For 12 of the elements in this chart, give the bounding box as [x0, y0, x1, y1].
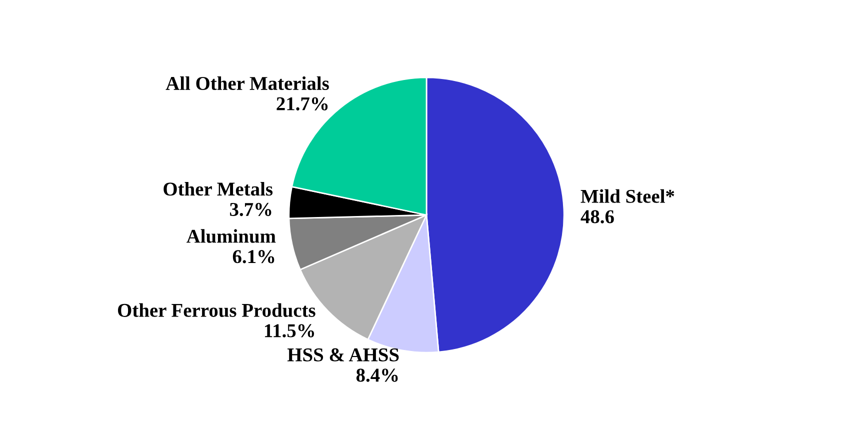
data-label: 3.7% [230, 202, 272, 216]
slice-label: Mild Steel* [580, 189, 674, 203]
slice-label: HSS & AHSS [287, 348, 399, 362]
data-label: 6.1% [232, 250, 274, 264]
slice-label: Other Metals [164, 182, 273, 196]
data-label: 48.6 [580, 210, 614, 224]
slice-label: Other Ferrous Products [118, 303, 316, 317]
data-label: 11.5% [264, 324, 314, 338]
slice-label: Aluminum [186, 229, 276, 243]
data-label: 21.7% [276, 97, 328, 110]
slice-label: All Other Materials [166, 76, 329, 90]
data-label: 8.4% [356, 368, 398, 382]
